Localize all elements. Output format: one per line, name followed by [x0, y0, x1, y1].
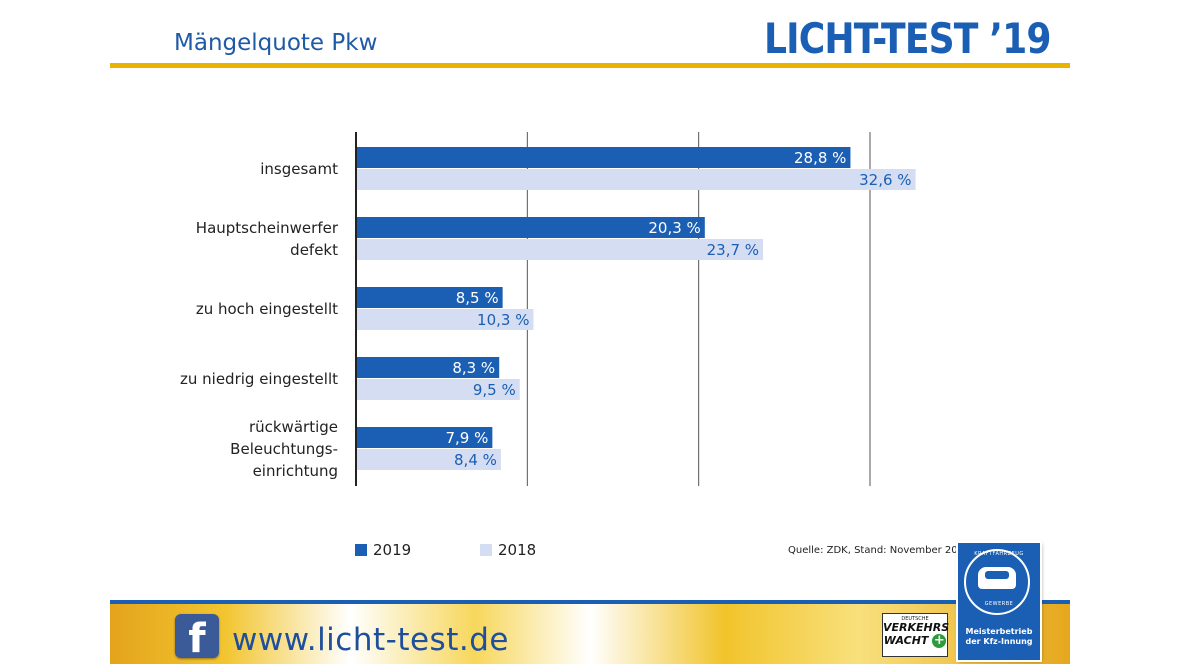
data-label-2018-2: 10,3 %: [477, 311, 529, 329]
chart-subtitle: Mängelquote Pkw: [174, 30, 378, 56]
partner-small: DEUTSCHE: [901, 616, 929, 622]
badge-ring: [964, 549, 1030, 615]
data-label-2019-1: 20,3 %: [648, 219, 700, 237]
category-label-1: Hauptscheinwerfer defekt: [195, 219, 338, 259]
legend-item-2018: 2018: [480, 541, 536, 559]
kfz-innung-badge: KRAFTFAHRZEUG GEWERBE Meisterbetrieb der …: [958, 543, 1040, 660]
bar-2018-0: [357, 169, 916, 190]
footer-blue-rule: [110, 600, 1070, 604]
category-label-0: insgesamt: [260, 160, 338, 178]
legend-swatch-2018: [480, 544, 492, 556]
data-label-2019-0: 28,8 %: [794, 149, 846, 167]
partner-line2: WACHT +: [883, 633, 947, 648]
data-label-2019-4: 7,9 %: [445, 429, 488, 447]
verkehrswacht-logo: DEUTSCHE VERKEHRS WACHT +: [882, 613, 950, 657]
bar-2019-3: [357, 357, 500, 378]
car-window: [985, 571, 1009, 579]
legend-swatch-2019: [355, 544, 367, 556]
partner-line1: VERKEHRS: [883, 621, 950, 634]
data-label-2019-3: 8,3 %: [452, 359, 495, 377]
bar-2018-2: [357, 309, 534, 330]
legend-label-2019: 2019: [373, 541, 412, 559]
badge-caption: Meisterbetrieb der Kfz-Innung: [965, 627, 1033, 646]
legend-item-2019: 2019: [355, 541, 411, 559]
badge-bottom-text: GEWERBE: [984, 601, 1014, 607]
data-label-2018-3: 9,5 %: [473, 381, 516, 399]
legend-label-2018: 2018: [498, 541, 537, 559]
bar-2018-1: [357, 239, 764, 260]
category-label-2: zu hoch eingestellt: [195, 300, 338, 318]
bar-2019-4: [357, 427, 493, 448]
bar-2018-3: [357, 379, 520, 400]
bar-2019-1: [357, 217, 705, 238]
category-label-3: zu niedrig eingestellt: [180, 370, 338, 388]
bar-2019-0: [357, 147, 851, 168]
data-label-2018-4: 8,4 %: [454, 451, 497, 469]
facebook-icon[interactable]: f: [175, 614, 219, 658]
website-link[interactable]: www.licht-test.de: [232, 622, 509, 658]
category-label-4: rückwärtige Beleuchtungs- einrichtung: [230, 418, 338, 480]
data-label-2019-2: 8,5 %: [456, 289, 499, 307]
badge-top-text: KRAFTFAHRZEUG: [974, 551, 1024, 557]
data-label-2018-1: 23,7 %: [707, 241, 759, 259]
bar-2019-2: [357, 287, 503, 308]
brand-title: LICHT-TEST ’19: [764, 14, 1052, 63]
bar-2018-4: [357, 449, 501, 470]
source-note: Quelle: ZDK, Stand: November 2019: [788, 545, 971, 556]
plus-icon: +: [932, 633, 947, 648]
data-label-2018-0: 32,6 %: [859, 171, 911, 189]
header-divider: [110, 63, 1070, 68]
